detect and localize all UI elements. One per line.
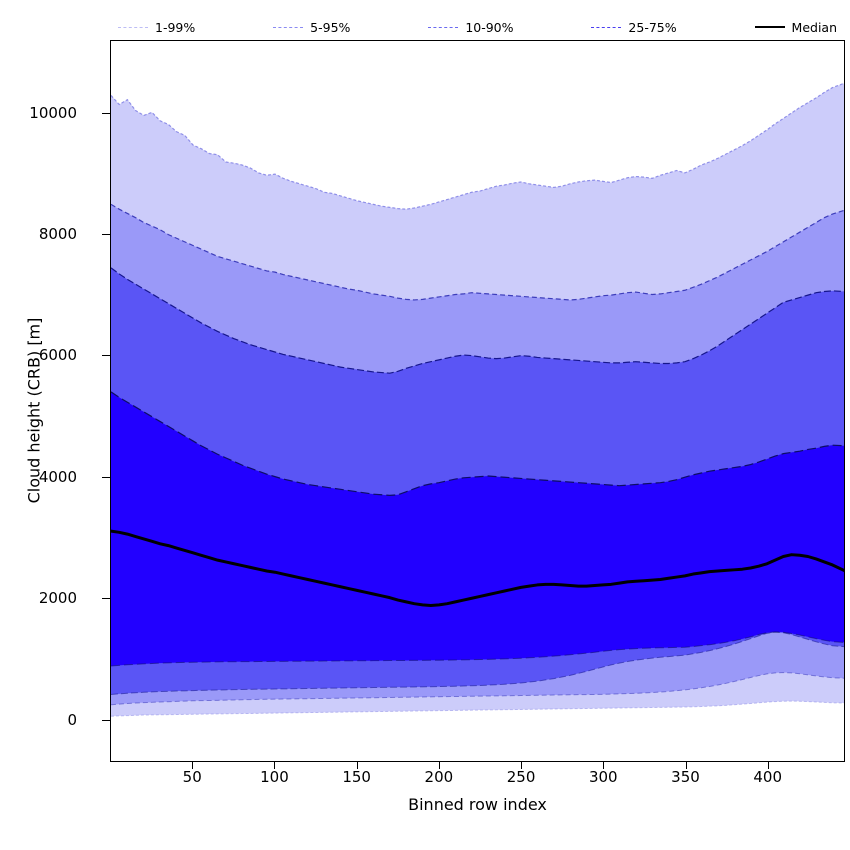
- legend-item-10-90[interactable]: 10-90%: [428, 19, 514, 35]
- legend-item-5-95[interactable]: 5-95%: [273, 20, 350, 35]
- x-tick-mark: [767, 762, 769, 769]
- legend-swatch-icon: [428, 26, 459, 28]
- legend-item-label: 5-95%: [310, 19, 351, 35]
- x-tick-label: 350: [671, 768, 700, 786]
- y-tick-mark: [102, 112, 110, 114]
- chart-canvas: [111, 82, 844, 717]
- y-tick-mark: [102, 598, 110, 600]
- median-line: [111, 529, 844, 607]
- x-tick-mark: [685, 762, 687, 769]
- x-tick-label: 100: [260, 768, 289, 786]
- legend-item-label: 25-75%: [628, 19, 677, 35]
- y-tick-mark: [102, 355, 110, 357]
- chart-legend: 1-99% 5-95% 10-90% 25-75% Median: [110, 14, 845, 40]
- x-tick-label: 150: [342, 768, 371, 786]
- band-25-75-lower-edge: [111, 631, 844, 667]
- legend-item-25-75[interactable]: 25-75%: [591, 19, 677, 35]
- plot-area: [110, 40, 845, 762]
- x-tick-label: 50: [182, 768, 202, 786]
- legend-swatch-icon: [273, 26, 304, 28]
- x-tick-mark: [438, 762, 440, 769]
- x-tick-label: 400: [753, 768, 783, 786]
- y-tick-mark: [102, 234, 110, 236]
- legend-item-label: 10-90%: [465, 19, 514, 35]
- x-tick-label: 250: [506, 768, 536, 786]
- x-tick-label: 300: [588, 768, 618, 786]
- legend-swatch-icon: [591, 26, 622, 28]
- y-tick-label: 8000: [38, 225, 77, 244]
- x-tick-mark: [521, 762, 523, 769]
- x-tick-mark: [603, 762, 605, 769]
- y-tick-label: 2000: [38, 589, 77, 608]
- y-tick-label: 0: [67, 710, 77, 729]
- band-10-90-upper-edge: [111, 267, 844, 374]
- y-tick-label: 4000: [38, 467, 77, 486]
- y-tick-label: 6000: [38, 346, 77, 365]
- legend-item-1-99[interactable]: 1-99%: [118, 20, 195, 35]
- band-10-90-lower-edge: [111, 631, 844, 695]
- legend-item-median[interactable]: Median: [754, 19, 837, 35]
- y-axis-label: Cloud height (CRB) [m]: [24, 317, 44, 504]
- band-25-75-area: [111, 391, 844, 667]
- band-25-75-upper-edge: [111, 391, 844, 496]
- band-5-95-lower-edge: [111, 672, 844, 706]
- legend-swatch-icon: [118, 26, 148, 28]
- band-1-99-upper-edge: [111, 82, 844, 210]
- y-tick-mark: [102, 719, 110, 721]
- legend-item-label: Median: [791, 19, 837, 35]
- legend-item-label: 1-99%: [155, 19, 196, 35]
- x-tick-label: 200: [424, 768, 454, 786]
- legend-swatch-icon: [754, 26, 785, 28]
- y-tick-label: 10000: [29, 103, 77, 122]
- x-tick-mark: [192, 762, 194, 769]
- x-axis-label: Binned row index: [408, 795, 547, 814]
- y-tick-mark: [102, 476, 110, 478]
- x-tick-mark: [356, 762, 358, 769]
- band-1-99-lower-edge: [111, 700, 844, 717]
- x-tick-mark: [274, 762, 276, 769]
